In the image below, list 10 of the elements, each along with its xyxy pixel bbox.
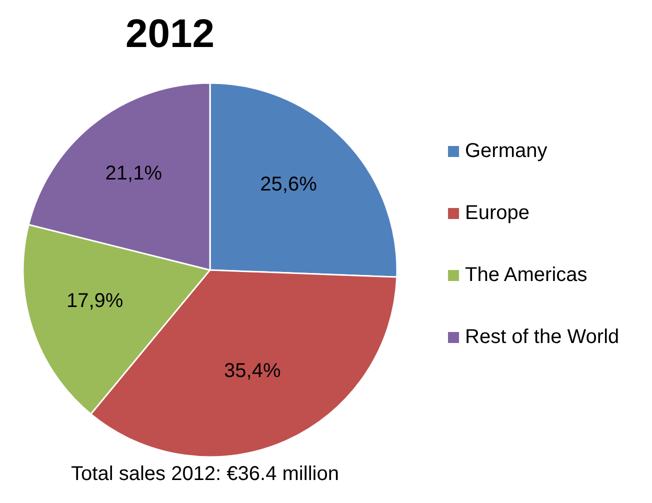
data-label: 21,1% [105, 162, 162, 185]
legend-label: The Americas [465, 264, 588, 286]
chart-title: 2012 [124, 12, 216, 57]
legend-label: Germany [465, 140, 548, 162]
text: Total sales 2012: €36.4 million [70, 463, 340, 486]
legend-label: Rest of the World [465, 326, 620, 348]
legend-label: Europe [465, 202, 530, 224]
data-label: 17,9% [66, 290, 124, 312]
data-label: 35,4% [224, 360, 281, 382]
data-label: 25,6% [260, 174, 318, 196]
